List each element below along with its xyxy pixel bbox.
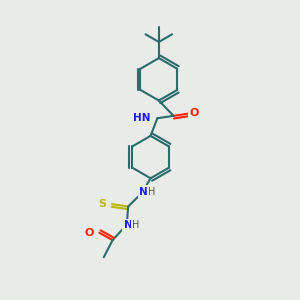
Text: O: O (190, 109, 199, 118)
Text: O: O (85, 228, 94, 238)
Text: N: N (124, 220, 133, 230)
Text: N: N (140, 187, 148, 196)
Text: H: H (133, 220, 140, 230)
Text: HN: HN (133, 113, 150, 123)
Text: S: S (99, 199, 107, 209)
Text: H: H (148, 187, 155, 196)
